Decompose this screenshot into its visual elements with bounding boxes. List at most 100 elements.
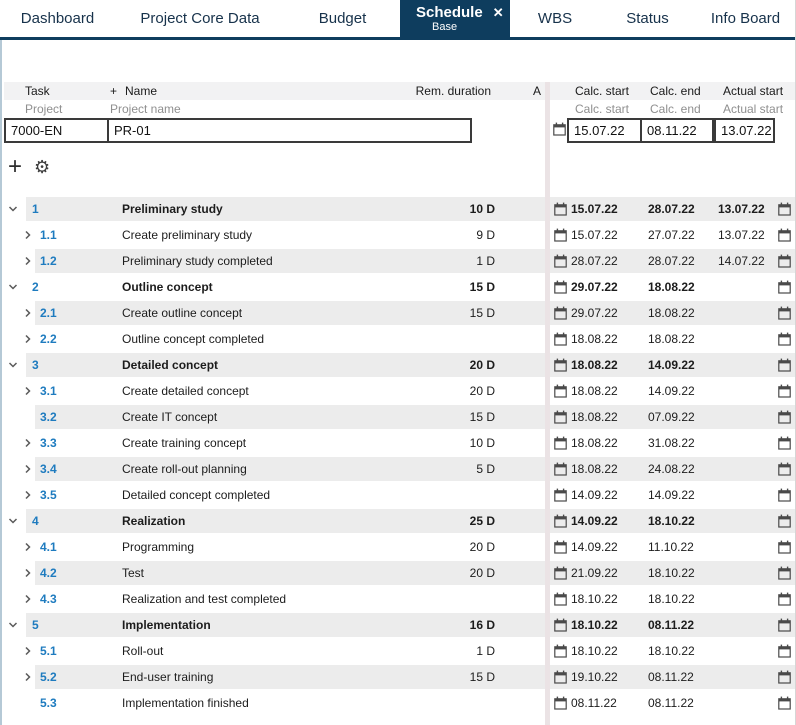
column-header-rem-duration[interactable]: Rem. duration <box>415 84 491 98</box>
column-header-name[interactable]: Name <box>125 84 158 98</box>
chevron-icon[interactable] <box>22 697 34 709</box>
chevron-icon[interactable] <box>7 359 19 371</box>
task-row[interactable]: 2.1 Create outline concept 15 D <box>2 300 545 326</box>
task-dates-row[interactable]: 29.07.22 18.08.22 <box>550 300 795 326</box>
task-row[interactable]: 4.3 Realization and test completed <box>2 586 545 612</box>
chevron-icon[interactable] <box>7 203 19 215</box>
chevron-icon[interactable] <box>22 385 34 397</box>
calendar-icon[interactable] <box>554 618 567 632</box>
chevron-icon[interactable] <box>22 671 34 683</box>
task-row[interactable]: 4.2 Test 20 D <box>2 560 545 586</box>
calendar-icon[interactable] <box>778 566 791 580</box>
calendar-icon[interactable] <box>778 306 791 320</box>
calendar-icon[interactable] <box>554 462 567 476</box>
task-dates-row[interactable]: 29.07.22 18.08.22 <box>550 274 795 300</box>
calendar-icon[interactable] <box>554 644 567 658</box>
calendar-icon[interactable] <box>778 592 791 606</box>
task-dates-row[interactable]: 18.10.22 18.10.22 <box>550 586 795 612</box>
tab-project-core-data[interactable]: Project Core Data <box>115 0 285 37</box>
task-row[interactable]: 4.1 Programming 20 D <box>2 534 545 560</box>
calendar-icon[interactable] <box>554 384 567 398</box>
column-header-a[interactable]: A <box>533 84 542 98</box>
calendar-icon[interactable] <box>778 228 791 242</box>
calendar-icon[interactable] <box>778 436 791 450</box>
task-dates-row[interactable]: 18.08.22 24.08.22 <box>550 456 795 482</box>
task-row[interactable]: 3.3 Create training concept 10 D <box>2 430 545 456</box>
task-row[interactable]: 3.1 Create detailed concept 20 D <box>2 378 545 404</box>
task-dates-row[interactable]: 18.08.22 07.09.22 <box>550 404 795 430</box>
calendar-icon[interactable] <box>778 696 791 710</box>
task-row[interactable]: 3.4 Create roll-out planning 5 D <box>2 456 545 482</box>
chevron-icon[interactable] <box>22 307 34 319</box>
calendar-icon[interactable] <box>554 540 567 554</box>
add-task-button[interactable]: + <box>8 153 23 180</box>
chevron-icon[interactable] <box>7 515 19 527</box>
gear-icon[interactable]: ⚙ <box>34 157 51 177</box>
chevron-icon[interactable] <box>7 619 19 631</box>
task-row[interactable]: 5.2 End-user training 15 D <box>2 664 545 690</box>
calendar-icon[interactable] <box>554 696 567 710</box>
calendar-icon[interactable] <box>778 254 791 268</box>
task-row[interactable]: 3.5 Detailed concept completed <box>2 482 545 508</box>
task-dates-row[interactable]: 18.08.22 31.08.22 <box>550 430 795 456</box>
calendar-icon[interactable] <box>553 122 566 141</box>
column-header-calc-end[interactable]: Calc. end <box>650 84 701 98</box>
calendar-icon[interactable] <box>778 514 791 528</box>
chevron-icon[interactable] <box>22 489 34 501</box>
tab-dashboard[interactable]: Dashboard <box>0 0 115 37</box>
calendar-icon[interactable] <box>554 228 567 242</box>
chevron-icon[interactable] <box>22 593 34 605</box>
task-dates-row[interactable]: 15.07.22 28.07.22 13.07.22 <box>550 196 795 222</box>
column-header-calc-start[interactable]: Calc. start <box>575 84 630 98</box>
calendar-icon[interactable] <box>778 358 791 372</box>
chevron-icon[interactable] <box>22 255 34 267</box>
tab-info-board[interactable]: Info Board <box>695 0 795 37</box>
calendar-icon[interactable] <box>778 644 791 658</box>
task-dates-row[interactable]: 19.10.22 08.11.22 <box>550 664 795 690</box>
task-dates-row[interactable]: 14.09.22 18.10.22 <box>550 508 795 534</box>
task-row[interactable]: 3 Detailed concept 20 D <box>2 352 545 378</box>
tab-status[interactable]: Status <box>600 0 695 37</box>
task-dates-row[interactable]: 18.10.22 08.11.22 <box>550 612 795 638</box>
task-row[interactable]: 2 Outline concept 15 D <box>2 274 545 300</box>
calendar-icon[interactable] <box>554 280 567 294</box>
chevron-icon[interactable] <box>22 229 34 241</box>
task-row[interactable]: 4 Realization 25 D <box>2 508 545 534</box>
tab-budget[interactable]: Budget <box>285 0 400 37</box>
chevron-icon[interactable] <box>22 567 34 579</box>
chevron-icon[interactable] <box>22 333 34 345</box>
task-row[interactable]: 5.3 Implementation finished <box>2 690 545 716</box>
column-header-task[interactable]: Task <box>25 84 50 98</box>
tab-wbs[interactable]: WBS <box>510 0 600 37</box>
task-dates-row[interactable]: 14.09.22 11.10.22 <box>550 534 795 560</box>
panel-splitter[interactable] <box>545 82 550 725</box>
calendar-icon[interactable] <box>778 488 791 502</box>
project-calc-end-input[interactable]: 08.11.22 <box>640 118 714 143</box>
calendar-icon[interactable] <box>778 332 791 346</box>
calendar-icon[interactable] <box>554 358 567 372</box>
calendar-icon[interactable] <box>554 202 567 216</box>
calendar-icon[interactable] <box>554 306 567 320</box>
calendar-icon[interactable] <box>554 254 567 268</box>
task-row[interactable]: 5.1 Roll-out 1 D <box>2 638 545 664</box>
task-dates-row[interactable]: 18.08.22 18.08.22 <box>550 326 795 352</box>
task-dates-row[interactable]: 28.07.22 28.07.22 14.07.22 <box>550 248 795 274</box>
task-dates-row[interactable]: 18.08.22 14.09.22 <box>550 352 795 378</box>
chevron-icon[interactable] <box>22 645 34 657</box>
project-actual-start-input[interactable]: 13.07.22 <box>714 118 775 143</box>
project-task-input[interactable]: 7000-EN <box>6 120 109 141</box>
chevron-icon[interactable] <box>22 411 34 423</box>
calendar-icon[interactable] <box>778 384 791 398</box>
chevron-icon[interactable] <box>7 281 19 293</box>
task-dates-row[interactable]: 15.07.22 27.07.22 13.07.22 <box>550 222 795 248</box>
close-icon[interactable]: ✕ <box>492 5 504 20</box>
calendar-icon[interactable] <box>554 410 567 424</box>
task-row[interactable]: 1 Preliminary study 10 D <box>2 196 545 222</box>
project-calc-start-input[interactable]: 15.07.22 <box>567 118 642 143</box>
project-name-input[interactable]: PR-01 <box>114 123 151 138</box>
calendar-icon[interactable] <box>554 514 567 528</box>
task-dates-row[interactable]: 18.08.22 14.09.22 <box>550 378 795 404</box>
calendar-icon[interactable] <box>778 462 791 476</box>
calendar-icon[interactable] <box>778 202 791 216</box>
task-dates-row[interactable]: 08.11.22 08.11.22 <box>550 690 795 716</box>
